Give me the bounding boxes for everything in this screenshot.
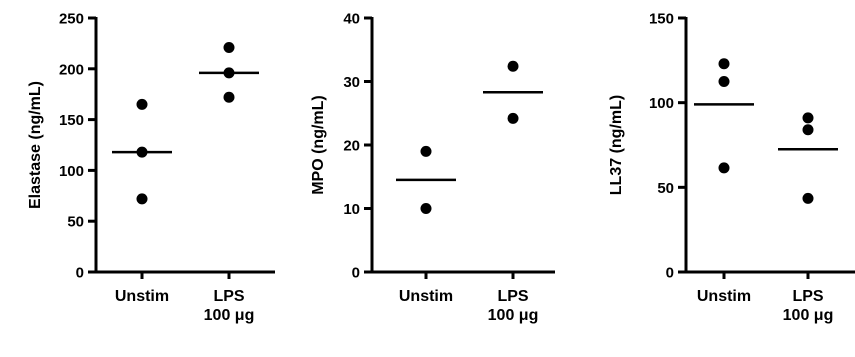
data-point — [718, 76, 730, 87]
y-axis-title: LL37 (ng/mL) — [608, 95, 625, 195]
data-point — [223, 91, 235, 103]
data-point — [136, 193, 148, 205]
data-point — [718, 162, 730, 174]
x-tick-label: 100 μg — [488, 307, 539, 324]
data-point — [420, 203, 432, 214]
y-tick-label: 0 — [352, 265, 360, 282]
y-tick-label: 0 — [666, 265, 674, 282]
data-point — [507, 60, 519, 72]
x-tick-label: Unstim — [399, 288, 453, 305]
y-tick-label: 0 — [76, 265, 84, 282]
x-tick-label: Unstim — [697, 288, 751, 305]
x-tick-label: Unstim — [115, 288, 169, 305]
data-point — [802, 124, 814, 136]
y-tick-label: 100 — [59, 163, 84, 180]
data-point — [802, 112, 814, 124]
chart-panel: 0 10 20 30 40 Unstim LPS 100 μg MPO (ng/mL) — [310, 11, 555, 324]
y-tick-label: 30 — [343, 74, 360, 91]
y-axis-title: Elastase (ng/mL) — [27, 81, 44, 209]
data-point — [223, 41, 235, 53]
y-axis-title: MPO (ng/mL) — [310, 95, 327, 195]
y-tick-label: 150 — [59, 112, 84, 129]
x-tick-label: 100 μg — [783, 307, 834, 324]
y-tick-label: 100 — [649, 95, 674, 112]
chart-panel: 0 50 100 150 Unstim LPS 100 μg LL37 (ng/mL) — [608, 11, 855, 324]
chart-panel: 0 50 100 150 200 250 Unstim LPS 100 μg Elastase (… — [27, 11, 275, 324]
data-point — [802, 192, 814, 204]
y-tick-label: 250 — [59, 11, 84, 28]
y-tick-label: 200 — [59, 61, 84, 78]
x-tick-label: 100 μg — [204, 307, 255, 324]
y-tick-label: 40 — [343, 11, 360, 28]
y-tick-label: 50 — [67, 214, 84, 231]
data-point — [136, 98, 148, 110]
data-point — [507, 112, 519, 124]
y-tick-label: 150 — [649, 11, 674, 28]
y-tick-label: 10 — [343, 201, 360, 218]
x-tick-label: LPS — [497, 288, 528, 305]
data-point — [718, 58, 730, 70]
x-tick-label: LPS — [213, 288, 244, 305]
y-tick-label: 50 — [657, 180, 674, 197]
x-tick-label: LPS — [792, 288, 823, 305]
y-tick-label: 20 — [343, 138, 360, 155]
data-point — [420, 145, 432, 157]
